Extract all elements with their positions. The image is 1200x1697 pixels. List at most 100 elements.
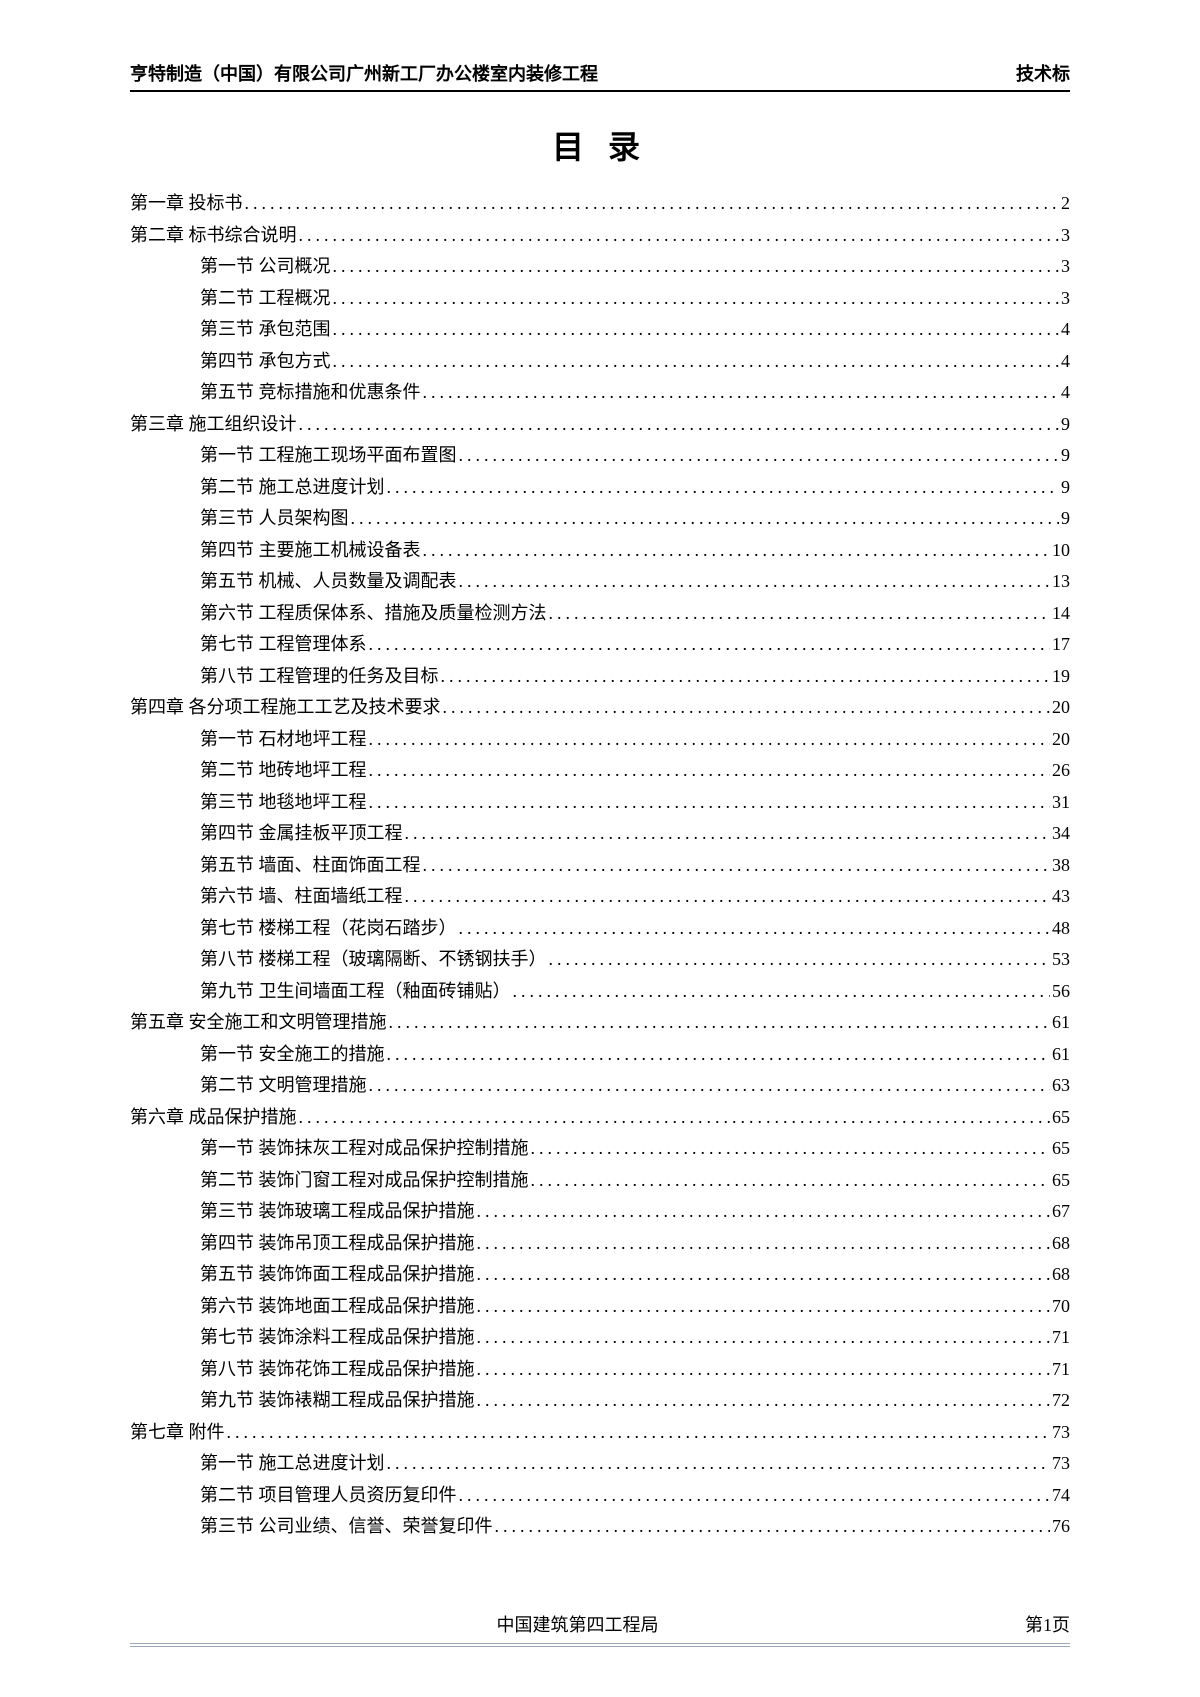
toc-dots [405, 818, 1051, 850]
toc-dots [423, 850, 1051, 882]
toc-dots [477, 1385, 1051, 1417]
toc-row: 第三节 公司业绩、信誉、荣誉复印件76 [130, 1511, 1070, 1543]
toc-row: 第三章 施工组织设计 9 [130, 409, 1070, 441]
toc-row: 第三节 承包范围4 [130, 314, 1070, 346]
toc-label: 第七章 附件 [130, 1417, 225, 1449]
toc-row: 第五节 墙面、柱面饰面工程 38 [130, 850, 1070, 882]
toc-page: 61 [1052, 1007, 1070, 1039]
toc-label: 第九节 卫生间墙面工程（釉面砖铺贴） [200, 976, 511, 1008]
toc-page: 20 [1052, 692, 1070, 724]
toc-page: 13 [1052, 566, 1070, 598]
toc-dots [299, 220, 1060, 252]
toc-page: 3 [1061, 220, 1070, 252]
toc-dots [549, 944, 1051, 976]
toc-page: 72 [1052, 1385, 1070, 1417]
toc-label: 第二章 标书综合说明 [130, 220, 297, 252]
toc-label: 第五节 机械、人员数量及调配表 [200, 566, 457, 598]
toc-label: 第三章 施工组织设计 [130, 409, 297, 441]
toc-page: 20 [1052, 724, 1070, 756]
toc-dots [531, 1133, 1051, 1165]
toc-row: 第六章 成品保护措施 65 [130, 1102, 1070, 1134]
toc-row: 第三节 地毯地坪工程31 [130, 787, 1070, 819]
toc-label: 第四节 装饰吊顶工程成品保护措施 [200, 1228, 475, 1260]
toc-dots [333, 251, 1060, 283]
toc-dots [299, 1102, 1051, 1134]
toc-label: 第三节 承包范围 [200, 314, 331, 346]
toc-dots [227, 1417, 1051, 1449]
toc-dots [477, 1291, 1051, 1323]
toc-row: 第四章 各分项工程施工工艺及技术要求 20 [130, 692, 1070, 724]
toc-row: 第九节 装饰裱糊工程成品保护措施 72 [130, 1385, 1070, 1417]
toc-label: 第六章 成品保护措施 [130, 1102, 297, 1134]
toc-page: 2 [1061, 188, 1070, 220]
toc-row: 第二章 标书综合说明 3 [130, 220, 1070, 252]
toc-row: 第九节 卫生间墙面工程（釉面砖铺贴）56 [130, 976, 1070, 1008]
toc-label: 第一节 工程施工现场平面布置图 [200, 440, 457, 472]
toc-row: 第二节 施工总进度计划9 [130, 472, 1070, 504]
toc-dots [299, 409, 1060, 441]
toc-label: 第四节 承包方式 [200, 346, 331, 378]
toc-dots [369, 724, 1051, 756]
toc-page: 48 [1052, 913, 1070, 945]
toc-label: 第五节 竞标措施和优惠条件 [200, 377, 421, 409]
toc-label: 第二节 工程概况 [200, 283, 331, 315]
toc-row: 第一章 投标书 2 [130, 188, 1070, 220]
toc-label: 第三节 装饰玻璃工程成品保护措施 [200, 1196, 475, 1228]
toc-dots [459, 566, 1051, 598]
header-left: 亨特制造（中国）有限公司广州新工厂办公楼室内装修工程 [130, 60, 598, 86]
toc-row: 第五节 机械、人员数量及调配表 13 [130, 566, 1070, 598]
toc-dots [477, 1259, 1051, 1291]
toc-label: 第四章 各分项工程施工工艺及技术要求 [130, 692, 441, 724]
toc-label: 第五节 墙面、柱面饰面工程 [200, 850, 421, 882]
toc-row: 第八节 装饰花饰工程成品保护措施71 [130, 1354, 1070, 1386]
toc-label: 第一章 投标书 [130, 188, 243, 220]
toc-row: 第四节 装饰吊顶工程成品保护措施68 [130, 1228, 1070, 1260]
toc-row: 第一节 施工总进度计划73 [130, 1448, 1070, 1480]
toc-dots [351, 503, 1060, 535]
toc-row: 第七章 附件 73 [130, 1417, 1070, 1449]
toc-page: 4 [1061, 377, 1070, 409]
toc-title: 目 录 [130, 122, 1070, 168]
toc-page: 9 [1061, 409, 1070, 441]
toc-dots [549, 598, 1051, 630]
toc-page: 9 [1061, 503, 1070, 535]
toc-label: 第二节 装饰门窗工程对成品保护控制措施 [200, 1165, 529, 1197]
toc-page: 65 [1052, 1102, 1070, 1134]
toc-row: 第七节 装饰涂料工程成品保护措施71 [130, 1322, 1070, 1354]
toc-page: 10 [1052, 535, 1070, 567]
toc-page: 76 [1052, 1511, 1070, 1543]
toc-dots [495, 1511, 1051, 1543]
toc-page: 31 [1052, 787, 1070, 819]
toc-page: 65 [1052, 1165, 1070, 1197]
toc-label: 第七节 楼梯工程（花岗石踏步） [200, 913, 457, 945]
toc-label: 第二节 项目管理人员资历复印件 [200, 1480, 457, 1512]
toc-row: 第六节 装饰地面工程成品保护措施70 [130, 1291, 1070, 1323]
toc-label: 第二节 文明管理措施 [200, 1070, 367, 1102]
toc-page: 3 [1061, 283, 1070, 315]
toc-dots [387, 472, 1060, 504]
toc-dots [333, 283, 1060, 315]
toc-row: 第六节 工程质保体系、措施及质量检测方法14 [130, 598, 1070, 630]
toc-page: 73 [1052, 1448, 1070, 1480]
toc-label: 第九节 装饰裱糊工程成品保护措施 [200, 1385, 475, 1417]
toc-row: 第二节 项目管理人员资历复印件74 [130, 1480, 1070, 1512]
toc-page: 19 [1052, 661, 1070, 693]
toc-label: 第四节 金属挂板平顶工程 [200, 818, 403, 850]
toc-row: 第一节 安全施工的措施61 [130, 1039, 1070, 1071]
toc-label: 第二节 地砖地坪工程 [200, 755, 367, 787]
toc-dots [423, 535, 1051, 567]
toc-label: 第二节 施工总进度计划 [200, 472, 385, 504]
toc-dots [513, 976, 1051, 1008]
toc-label: 第七节 工程管理体系 [200, 629, 367, 661]
header-right: 技术标 [1016, 60, 1070, 86]
page-footer: 中国建筑第四工程局 第1页 [130, 1611, 1070, 1647]
toc-dots [369, 1070, 1051, 1102]
toc-dots [441, 661, 1051, 693]
toc-page: 73 [1052, 1417, 1070, 1449]
toc-row: 第一节 公司概况3 [130, 251, 1070, 283]
toc-dots [477, 1228, 1051, 1260]
toc-page: 43 [1052, 881, 1070, 913]
toc-dots [477, 1354, 1051, 1386]
toc-dots [459, 913, 1051, 945]
toc-page: 38 [1052, 850, 1070, 882]
